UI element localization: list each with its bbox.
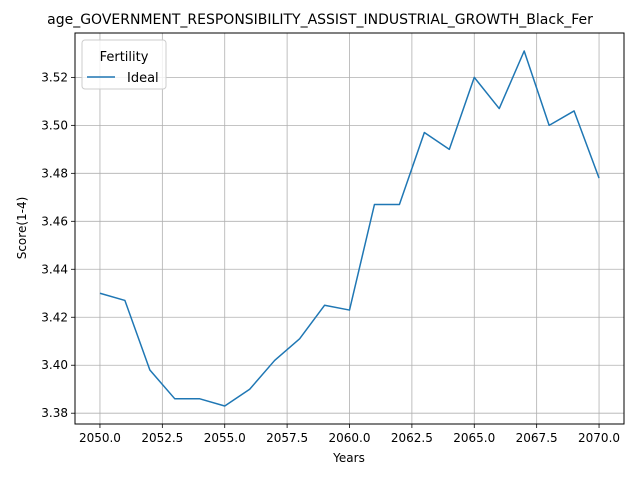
chart-title: age_GOVERNMENT_RESPONSIBILITY_ASSIST_IND…	[47, 12, 593, 28]
legend: Fertility Ideal	[81, 39, 167, 90]
x-tick-label: 2070.0	[578, 431, 620, 445]
x-tick-label: 2050.0	[79, 431, 121, 445]
y-axis-label: Score(1-4)	[15, 197, 29, 260]
y-tick-label: 3.46	[41, 214, 68, 228]
x-tick-label: 2060.0	[329, 431, 371, 445]
x-tick-label: 2057.5	[266, 431, 308, 445]
x-axis-ticks: 2050.0 2052.5 2055.0 2057.5 2060.0 2062.5 2065…	[79, 424, 620, 445]
y-tick-label: 3.50	[41, 118, 68, 132]
y-tick-label: 3.48	[41, 166, 68, 180]
x-tick-label: 2062.5	[391, 431, 433, 445]
x-tick-label: 2067.5	[516, 431, 558, 445]
y-tick-label: 3.52	[41, 70, 68, 84]
grid	[75, 33, 624, 424]
series-layer	[99, 50, 600, 407]
legend-label-ideal: Ideal	[127, 71, 159, 86]
series-line-ideal	[99, 50, 600, 407]
legend-title: Fertility	[100, 50, 149, 65]
y-axis-ticks: 3.38 3.40 3.42 3.44 3.46 3.48 3.50 3.52	[41, 70, 75, 420]
y-tick-label: 3.42	[41, 310, 68, 324]
x-tick-label: 2065.0	[453, 431, 495, 445]
y-tick-label: 3.40	[41, 358, 68, 372]
x-tick-label: 2055.0	[204, 431, 246, 445]
x-axis-label: Years	[332, 451, 365, 465]
x-tick-label: 2052.5	[141, 431, 183, 445]
y-tick-label: 3.44	[41, 262, 68, 276]
y-tick-label: 3.38	[41, 406, 68, 420]
